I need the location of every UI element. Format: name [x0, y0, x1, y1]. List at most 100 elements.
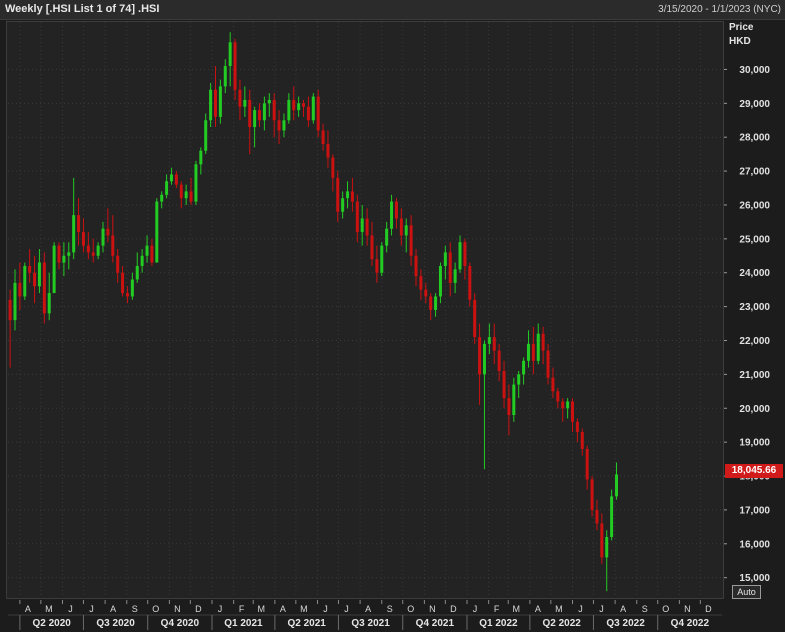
- candle-body-down: [370, 235, 374, 260]
- quarter-tick-label: Q1 2021: [224, 618, 263, 629]
- plot-area[interactable]: [6, 21, 724, 599]
- price-axis[interactable]: [724, 21, 785, 599]
- candle-body-down: [238, 89, 242, 107]
- candle-body-down: [399, 218, 403, 236]
- month-tick-label: F: [239, 604, 245, 614]
- quarter-tick-label: Q3 2021: [351, 618, 390, 629]
- candle-body-down: [468, 265, 472, 300]
- candle-body-up: [443, 252, 447, 266]
- candle-body-down: [189, 191, 193, 202]
- candle-body-up: [130, 279, 134, 297]
- candle-body-down: [570, 401, 574, 422]
- candle-body-up: [52, 245, 56, 294]
- candle-body-down: [77, 215, 81, 233]
- month-tick-label: D: [450, 604, 457, 614]
- candle-body-down: [86, 245, 90, 253]
- candle-body-down: [556, 391, 560, 402]
- month-tick-label: O: [407, 604, 414, 614]
- candle-body-up: [96, 245, 100, 256]
- candle-body-up: [23, 265, 27, 297]
- quarter-tick-label: Q4 2021: [416, 618, 455, 629]
- candle-body-down: [546, 350, 550, 378]
- candle-body-up: [380, 245, 384, 273]
- quarter-tick-label: Q1 2022: [479, 618, 518, 629]
- candle-body-down: [365, 218, 369, 236]
- candle-body-up: [605, 537, 609, 558]
- candle-body-down: [316, 96, 320, 131]
- y-tick-label: 30,000: [739, 65, 770, 76]
- candle-body-up: [155, 201, 159, 263]
- candle-body-down: [350, 191, 354, 202]
- candle-body-down: [248, 99, 252, 128]
- candle-body-up: [47, 293, 51, 314]
- month-tick-label: O: [662, 604, 669, 614]
- candle-body-down: [463, 242, 467, 266]
- y-tick-label: 15,000: [739, 573, 770, 584]
- candle-body-down: [473, 299, 477, 338]
- candle-body-down: [580, 431, 584, 449]
- candle-body-up: [311, 96, 315, 121]
- candle-body-up: [204, 120, 208, 151]
- month-tick-label: A: [365, 604, 371, 614]
- y-tick-label: 26,000: [739, 200, 770, 211]
- candle-body-down: [277, 120, 281, 131]
- candle-body-down: [414, 255, 418, 277]
- quarter-tick-label: Q3 2022: [606, 618, 645, 629]
- month-tick-label: J: [323, 604, 328, 614]
- candle-body-up: [13, 282, 17, 321]
- candle-body-up: [165, 181, 169, 195]
- candle-body-up: [184, 191, 188, 199]
- candle-body-up: [487, 337, 491, 344]
- candle-body-down: [507, 398, 511, 416]
- candle-body-down: [306, 106, 310, 121]
- candle-body-up: [253, 110, 257, 128]
- candle-body-down: [233, 42, 237, 90]
- y-tick-label: 17,000: [739, 505, 770, 516]
- month-tick-label: S: [642, 604, 648, 614]
- month-tick-label: M: [512, 604, 520, 614]
- month-tick-label: M: [300, 604, 308, 614]
- candle-body-down: [355, 201, 359, 233]
- candle-body-up: [434, 296, 438, 310]
- y-tick-label: 19,000: [739, 438, 770, 449]
- y-tick-label: 16,000: [739, 539, 770, 550]
- candle-body-down: [561, 401, 565, 409]
- candle-body-down: [551, 377, 555, 392]
- candle-body-up: [209, 89, 213, 121]
- candle-body-down: [33, 272, 37, 287]
- candle-body-down: [302, 103, 306, 107]
- candle-body-down: [492, 337, 496, 351]
- month-tick-label: A: [110, 604, 116, 614]
- candle-body-up: [199, 150, 203, 165]
- candle-body-up: [615, 474, 619, 497]
- candle-body-up: [101, 228, 105, 246]
- chart-title: Weekly [.HSI List 1 of 74] .HSI: [5, 3, 160, 15]
- month-tick-label: A: [535, 604, 541, 614]
- candle-body-down: [272, 99, 276, 121]
- month-tick-label: M: [257, 604, 265, 614]
- auto-scale-button[interactable]: Auto: [732, 585, 761, 599]
- price-axis-label: Price: [729, 22, 754, 33]
- candle-body-down: [424, 289, 428, 297]
- candle-body-up: [287, 99, 291, 121]
- candle-body-down: [394, 201, 398, 219]
- quarter-tick-label: Q2 2020: [32, 618, 71, 629]
- candle-body-down: [531, 343, 535, 361]
- candle-body-down: [213, 89, 217, 117]
- month-tick-label: J: [218, 604, 223, 614]
- candle-body-down: [174, 174, 178, 185]
- candle-body-down: [91, 252, 95, 256]
- candle-body-down: [321, 130, 325, 144]
- month-tick-label: J: [599, 604, 604, 614]
- candle-body-up: [218, 86, 222, 117]
- candle-body-down: [595, 509, 599, 524]
- quarter-tick-label: Q2 2022: [542, 618, 581, 629]
- candle-body-up: [243, 99, 247, 107]
- candle-body-up: [458, 242, 462, 270]
- candle-body-down: [575, 421, 579, 432]
- candle-body-down: [81, 232, 85, 246]
- quarter-tick-label: Q4 2022: [671, 618, 710, 629]
- candle-body-up: [566, 401, 570, 409]
- y-tick-label: 23,000: [739, 302, 770, 313]
